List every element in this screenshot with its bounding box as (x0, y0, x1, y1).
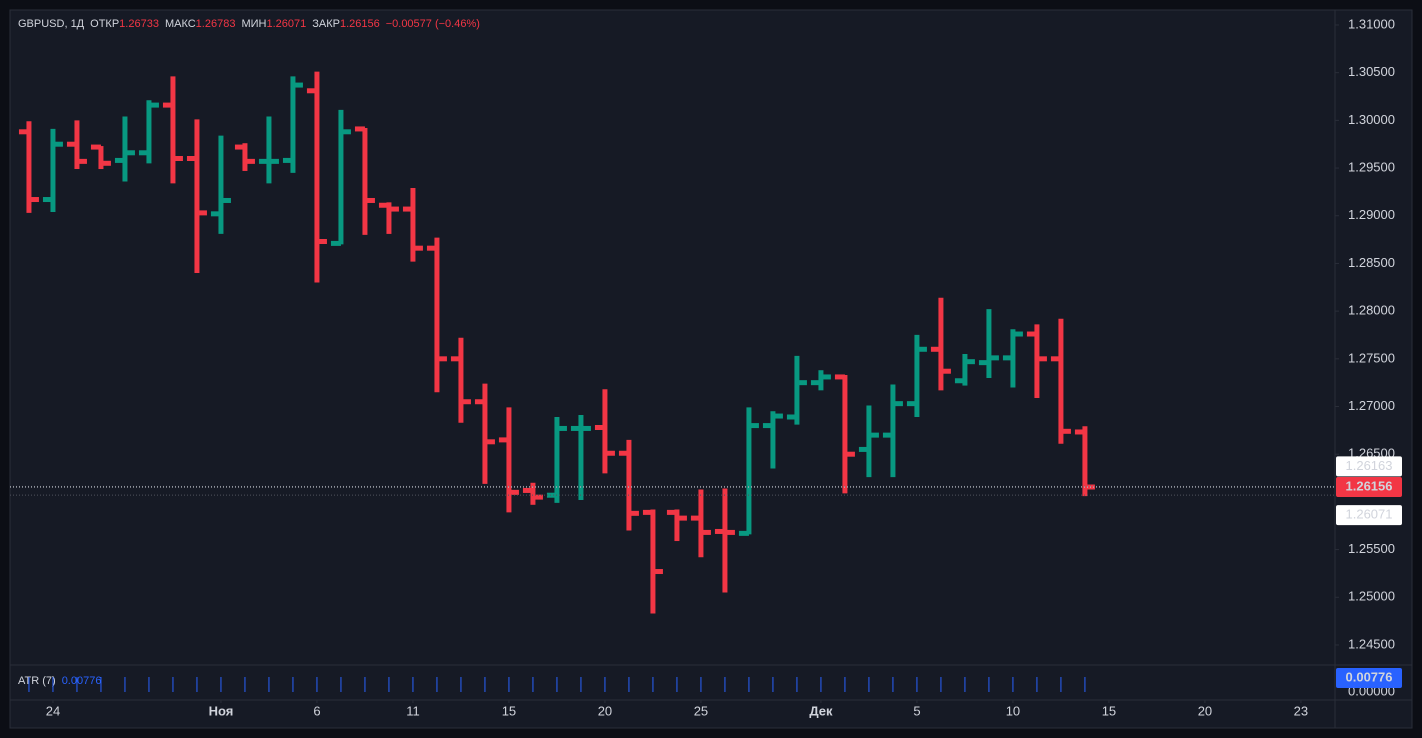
x-tick-label: 20 (1198, 703, 1212, 718)
change: −0.00577 (−0.46%) (386, 18, 480, 30)
y-tick-label: 1.27500 (1348, 350, 1395, 365)
x-tick-label: 10 (1006, 703, 1020, 718)
open-value: 1.26733 (119, 18, 159, 30)
atr-label: 0.00776 (1346, 669, 1393, 684)
symbol: GBPUSD, 1Д (18, 18, 85, 30)
y-tick-label: 1.25000 (1348, 589, 1395, 604)
chart-background (9, 9, 1413, 729)
x-tick-label: 5 (913, 703, 920, 718)
x-tick-label: 20 (598, 703, 612, 718)
x-tick-label: 23 (1294, 703, 1308, 718)
y-tick-label: 1.27000 (1348, 398, 1395, 413)
low-value: 1.26071 (266, 18, 306, 30)
x-tick-label: 15 (1102, 703, 1116, 718)
price-label: 1.26156 (1346, 478, 1393, 493)
close-label: ЗАКР (312, 18, 340, 30)
low-label: МИН (241, 18, 266, 30)
y-tick-label: 1.31000 (1348, 16, 1395, 31)
y-tick-label: 1.24500 (1348, 636, 1395, 651)
price-label: 1.26071 (1346, 507, 1393, 522)
y-tick-label: 1.29000 (1348, 207, 1395, 222)
x-tick-label: 25 (694, 703, 708, 718)
y-tick-label: 1.28000 (1348, 303, 1395, 318)
atr-name: ATR (7) (18, 675, 56, 687)
atr-label-box (1336, 668, 1402, 689)
high-label: МАКС (165, 18, 196, 30)
x-tick-label: 15 (502, 703, 516, 718)
y-tick-label: 1.28500 (1348, 255, 1395, 270)
legend: GBPUSD, 1Д ОТКР1.26733 МАКС1.26783 МИН1.260… (18, 18, 480, 30)
y-tick-label: 1.29500 (1348, 159, 1395, 174)
y-tick-label: 1.30500 (1348, 64, 1395, 79)
x-tick-label: Дек (809, 703, 833, 718)
high-value: 1.26783 (196, 18, 236, 30)
x-tick-label: 6 (313, 703, 320, 718)
y-tick-label: 1.30000 (1348, 112, 1395, 127)
close-value: 1.26156 (340, 18, 380, 30)
atr-legend: ATR (7) 0.00776 (18, 675, 101, 687)
x-tick-label: 11 (406, 703, 420, 718)
price-label-box (1336, 505, 1402, 526)
x-tick-label: Ноя (209, 703, 234, 718)
price-label: 1.26163 (1346, 458, 1393, 473)
open-label: ОТКР (90, 18, 119, 30)
y-tick-label: 1.25500 (1348, 541, 1395, 556)
atr-value: 0.00776 (62, 675, 102, 687)
x-tick-label: 24 (46, 703, 60, 718)
price-label-box (1336, 456, 1402, 477)
price-label-box (1336, 477, 1402, 498)
